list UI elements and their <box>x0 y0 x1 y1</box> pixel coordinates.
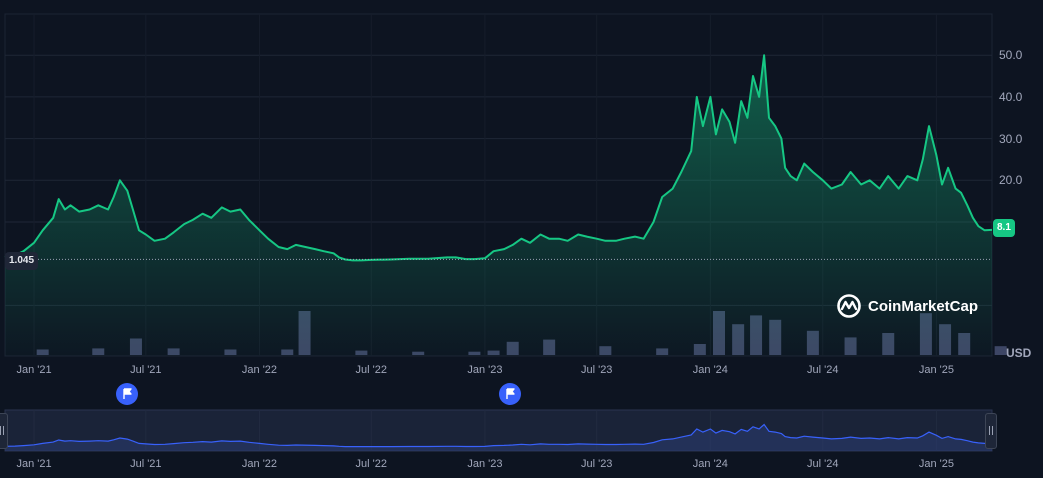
navigator-tick-label: Jul '24 <box>807 458 839 470</box>
navigator-tick-label: Jan '23 <box>467 458 503 470</box>
y-tick-label: 30.0 <box>999 131 1023 146</box>
volume-bar <box>994 346 1007 355</box>
currency-label: USD <box>1006 346 1032 360</box>
coinmarketcap-logo-icon <box>836 293 862 324</box>
navigator-tick-label: Jan '22 <box>241 458 278 470</box>
navigator-right-handle[interactable] <box>985 413 997 449</box>
price-area <box>5 55 992 356</box>
navigator-tick-label: Jan '25 <box>918 458 954 470</box>
x-tick-label: Jul '23 <box>580 364 613 376</box>
x-tick-label: Jul '21 <box>130 364 162 376</box>
navigator-tick-label: Jan '21 <box>16 458 52 470</box>
event-flag-marker[interactable] <box>116 383 138 405</box>
x-tick-label: Jan '21 <box>16 364 52 376</box>
current-price-badge: 8.1 <box>993 219 1015 237</box>
navigator-tick-label: Jul '22 <box>355 458 387 470</box>
x-tick-label: Jul '22 <box>355 364 387 376</box>
x-tick-label: Jan '25 <box>918 364 954 376</box>
navigator-left-handle[interactable] <box>0 413 8 449</box>
navigator-tick-label: Jan '24 <box>692 458 728 470</box>
flag-icon <box>123 388 132 399</box>
x-tick-label: Jan '22 <box>241 364 278 376</box>
range-navigator <box>4 409 993 452</box>
navigator-tick-label: Jul '23 <box>580 458 613 470</box>
x-tick-label: Jan '24 <box>692 364 728 376</box>
event-flag-marker[interactable] <box>499 383 521 405</box>
navigator-line <box>4 423 992 448</box>
x-tick-label: Jan '23 <box>467 364 503 376</box>
y-tick-label: 50.0 <box>999 48 1023 63</box>
reference-price-badge: 1.045 <box>5 252 39 270</box>
y-tick-label: 40.0 <box>999 89 1023 104</box>
x-tick-label: Jul '24 <box>807 364 839 376</box>
navigator-tick-label: Jul '21 <box>130 458 162 470</box>
flag-icon <box>506 388 515 399</box>
coinmarketcap-watermark: CoinMarketCap <box>868 298 979 315</box>
price-line <box>4 54 993 262</box>
y-tick-label: 20.0 <box>999 173 1023 188</box>
